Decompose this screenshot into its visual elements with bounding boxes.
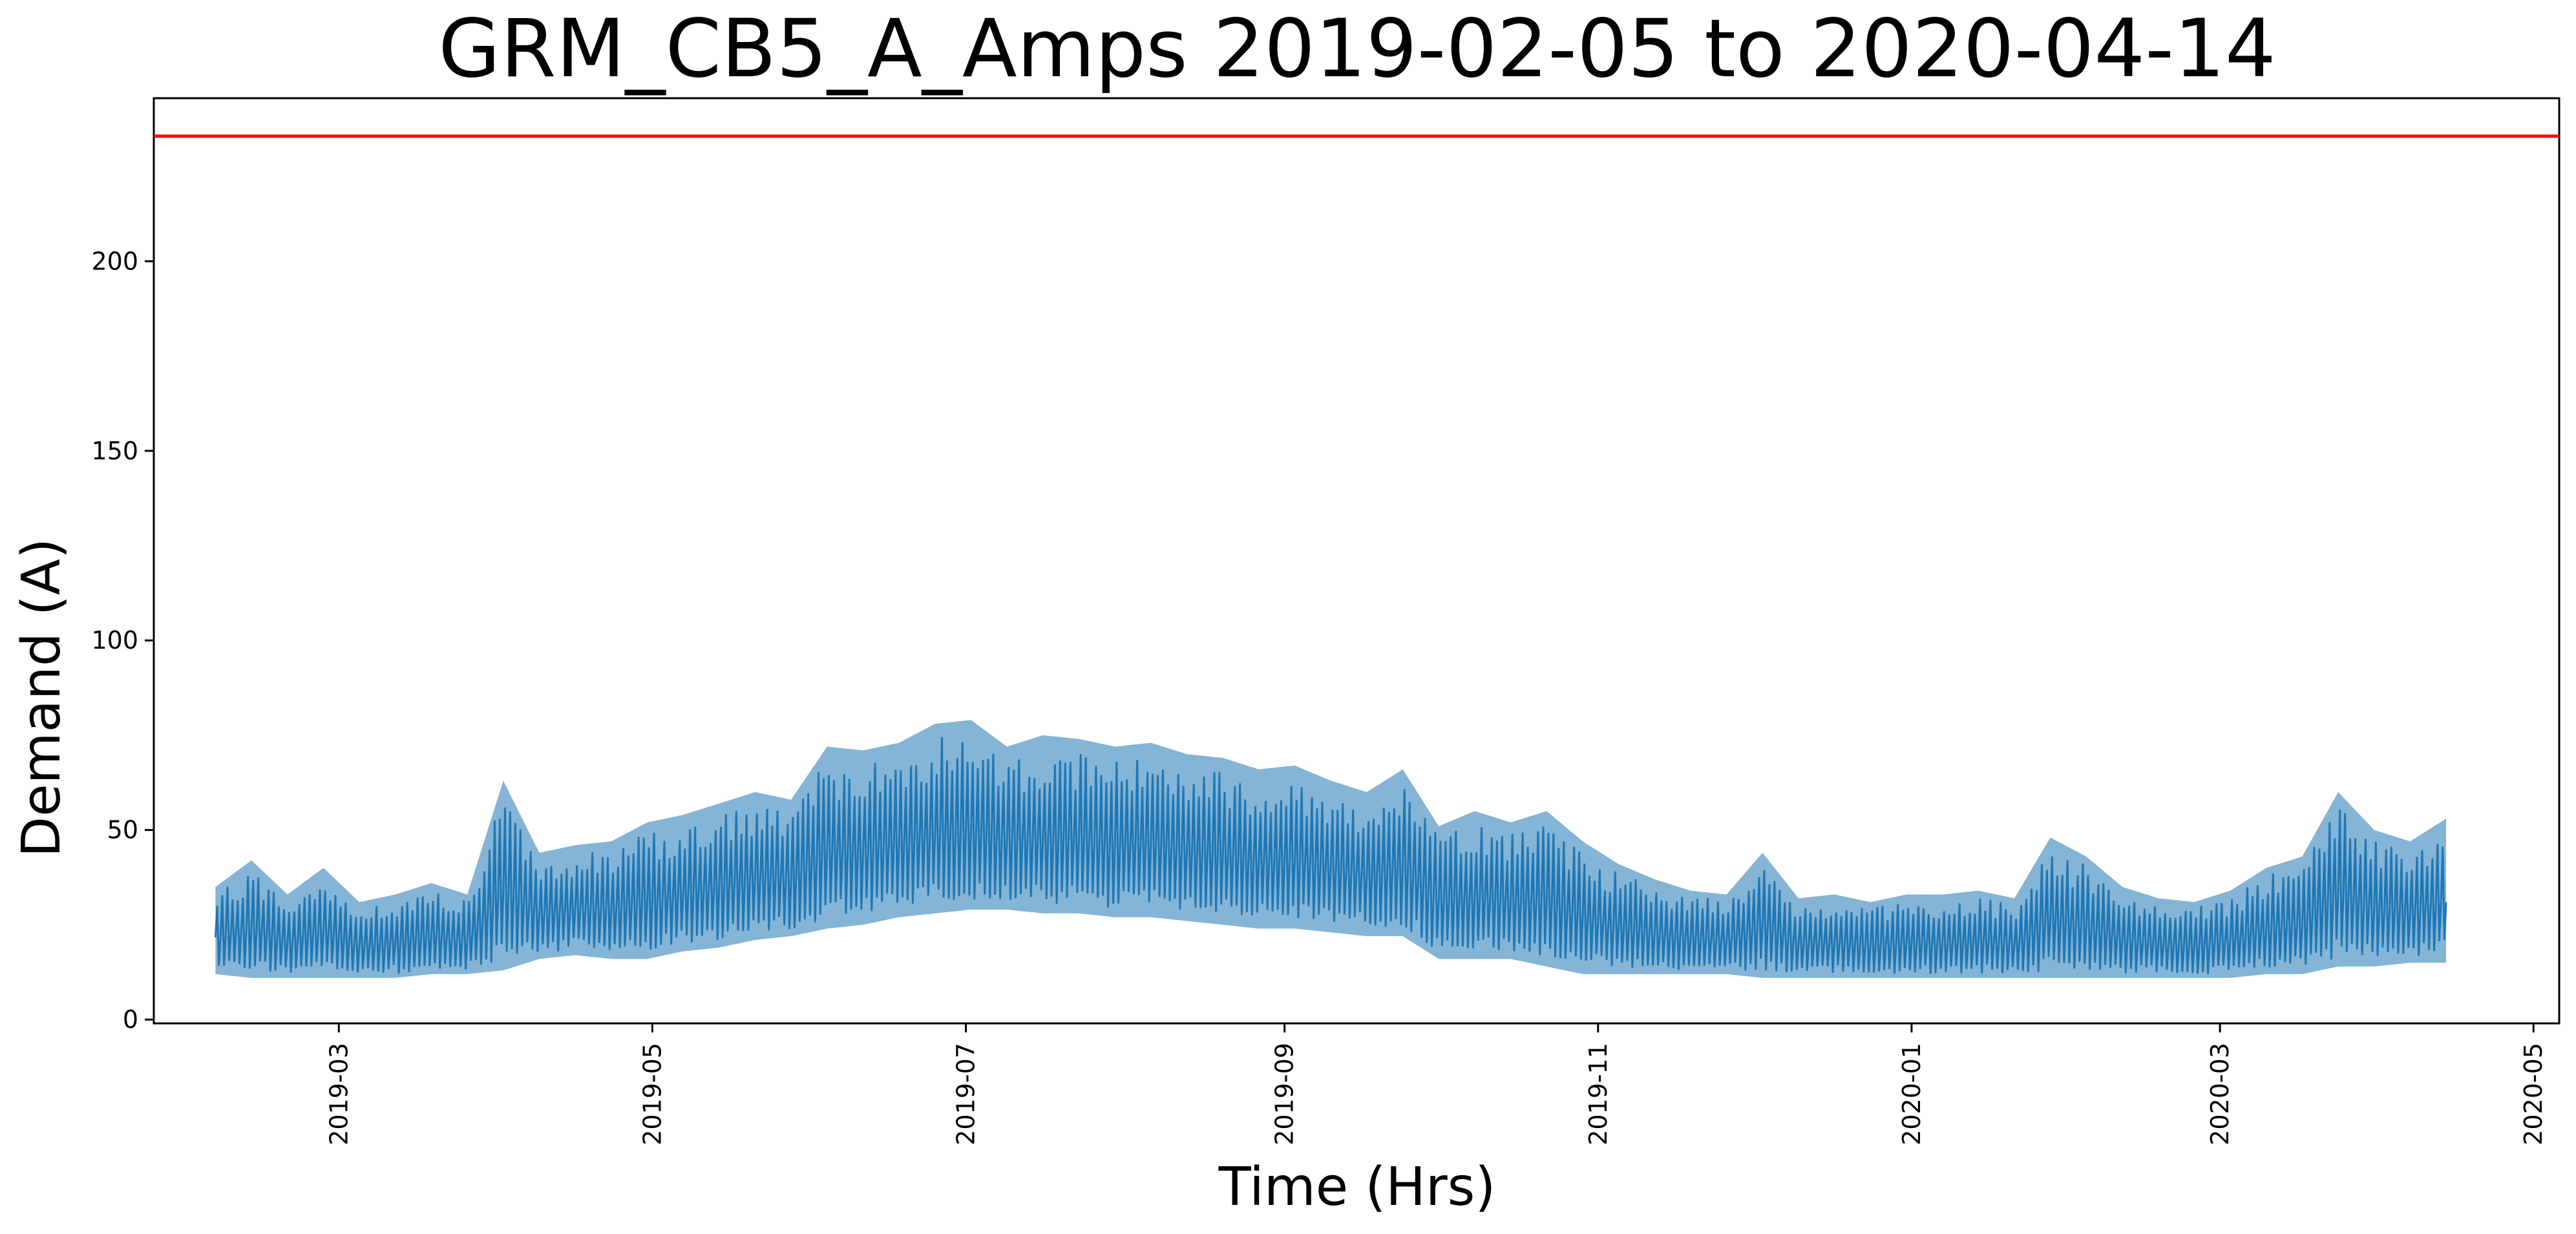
y-tick-label: 100	[91, 626, 138, 654]
x-tick-label: 2020-01	[1897, 1043, 1926, 1145]
y-tick-label: 50	[107, 816, 138, 844]
y-tick-label: 150	[91, 437, 138, 465]
x-tick-label: 2019-09	[1271, 1043, 1299, 1145]
axes-frame	[153, 97, 2560, 1025]
x-tick-label: 2020-03	[2206, 1043, 2234, 1145]
x-tick-label: 2020-05	[2519, 1043, 2548, 1145]
y-axis-label: Demand (A)	[11, 538, 72, 857]
y-tick-label: 0	[123, 1005, 138, 1034]
x-tick-label: 2019-03	[324, 1043, 353, 1145]
chart-title: GRM_CB5_A_Amps 2019-02-05 to 2020-04-14	[438, 3, 2276, 96]
x-tick-label: 2019-11	[1584, 1043, 1612, 1145]
x-tick-label: 2019-05	[638, 1043, 666, 1145]
y-tick-label: 200	[91, 247, 138, 275]
plot-area: 0 50 100 150 200 2019-03 2019-05 2019-07 2019-09…	[91, 97, 2560, 1145]
x-tick-label: 2019-07	[952, 1043, 980, 1145]
x-axis-label: Time (Hrs)	[1218, 1156, 1496, 1218]
series-line	[214, 737, 2447, 975]
